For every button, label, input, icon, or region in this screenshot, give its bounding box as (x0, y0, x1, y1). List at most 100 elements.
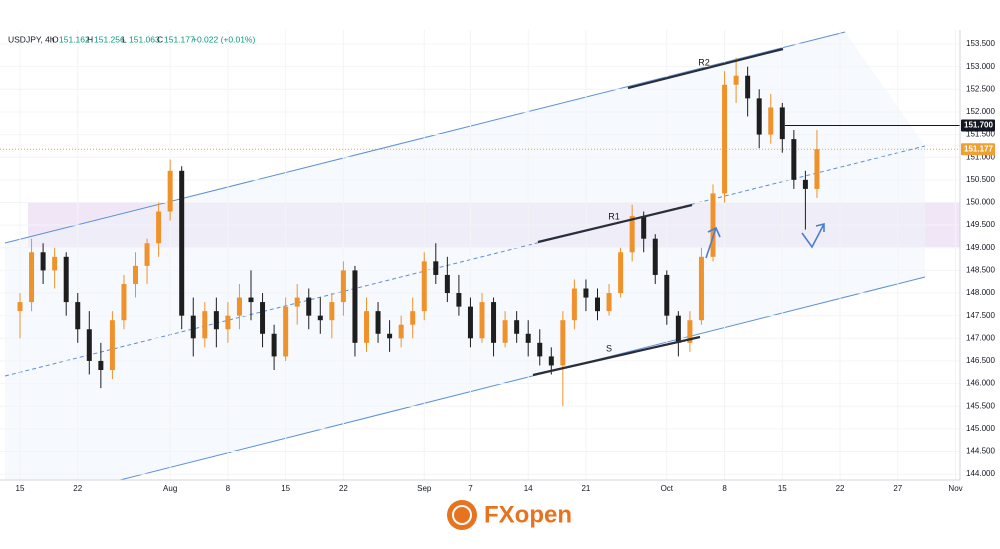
x-tick-label: Oct (661, 484, 674, 493)
y-tick-label: 148.000 (966, 288, 995, 297)
candle-body (444, 274, 450, 294)
y-tick-label: 145.000 (966, 424, 995, 433)
candle-body (75, 302, 81, 330)
candle-body (260, 302, 266, 334)
candle-body (710, 193, 716, 257)
candle-body (40, 252, 46, 271)
candle-body (514, 320, 520, 334)
candle-body (768, 107, 774, 135)
y-tick-label: 151.500 (966, 130, 995, 139)
channel-fill (5, 32, 925, 480)
ohlc-value: 151.256 (94, 34, 125, 44)
candle-body (352, 270, 358, 343)
candle-body (698, 256, 704, 321)
candle-body (98, 360, 104, 370)
change: +0.022 (+0.01%) (192, 34, 255, 44)
candle-body (479, 302, 485, 339)
x-tick-label: 15 (16, 484, 25, 493)
candle-body (491, 302, 497, 343)
x-tick-label: Sep (417, 484, 432, 493)
y-tick-label: 145.500 (966, 401, 995, 410)
candle-body (733, 75, 739, 85)
candle-body (109, 320, 115, 370)
candle-body (722, 84, 728, 194)
arrow (705, 226, 721, 259)
y-tick-label: 149.000 (966, 243, 995, 252)
candle-body (63, 256, 69, 303)
candle-body (456, 293, 462, 307)
y-tick-label: 151.000 (966, 152, 995, 161)
candle-body (629, 216, 635, 253)
candle-body (144, 243, 150, 266)
candle-body (791, 139, 797, 180)
logo-text: FXopen (484, 501, 572, 528)
candle-body (156, 211, 162, 244)
candle-body (618, 252, 624, 294)
candle-body (814, 149, 820, 189)
ohlc-key: L (122, 34, 127, 44)
support-line (532, 335, 701, 377)
y-tick-label: 153.000 (966, 62, 995, 71)
candle-body (202, 311, 208, 339)
candle-body (306, 297, 312, 316)
y-tick-label: 147.500 (966, 311, 995, 320)
x-tick-label: 15 (778, 484, 787, 493)
candle-body (675, 315, 681, 343)
candle-body (745, 75, 751, 99)
x-tick-label: 21 (581, 484, 590, 493)
candle-body (236, 297, 242, 316)
x-tick-label: 7 (468, 484, 473, 493)
candle-body (560, 320, 566, 366)
grid (0, 30, 960, 480)
price-tag (961, 119, 995, 132)
y-tick-label: 148.500 (966, 266, 995, 275)
x-tick-label: 8 (722, 484, 727, 493)
candle-body (595, 297, 600, 312)
y-tick-label: 144.000 (966, 469, 995, 478)
candle-body (364, 311, 369, 343)
logo-icon-ring (452, 505, 472, 525)
candle-body (317, 315, 323, 321)
candle-body (525, 333, 531, 343)
y-tick-label: 152.000 (966, 107, 995, 116)
candle-body (502, 320, 508, 343)
candle-body (271, 333, 277, 357)
candle-body (17, 302, 23, 312)
y-tick-label: 150.500 (966, 175, 995, 184)
arrow (801, 222, 825, 249)
candle-body (29, 252, 35, 303)
candle-body (779, 107, 785, 140)
candle-body (294, 297, 300, 307)
x-tick-label: Nov (948, 484, 962, 493)
price-tag-label: 151.700 (964, 121, 993, 130)
candle-body (329, 302, 335, 321)
x-tick-label: 22 (836, 484, 845, 493)
x-tick-label: 8 (226, 484, 231, 493)
candle-body (652, 238, 658, 275)
resistance-line (537, 203, 693, 244)
candle-body (225, 315, 231, 330)
symbol: USDJPY, 4h (8, 34, 55, 44)
candle-body (179, 170, 185, 316)
channel-lower (119, 276, 926, 481)
candle-body (571, 288, 577, 321)
price-tag (961, 143, 995, 156)
candle-body (802, 179, 808, 189)
candle-body (548, 356, 554, 366)
y-tick-label: 149.500 (966, 220, 995, 229)
candle-body (687, 320, 693, 343)
y-tick-label: 152.500 (966, 84, 995, 93)
candle-body (86, 329, 92, 361)
x-tick-label: 14 (524, 484, 533, 493)
candle-body (375, 311, 381, 334)
annotation: R1 (608, 211, 620, 221)
candle-body (213, 311, 219, 330)
candle-body (52, 256, 58, 271)
x-tick-label: 15 (281, 484, 290, 493)
candle-body (664, 274, 670, 316)
candle-body (641, 216, 647, 239)
y-tick-label: 147.000 (966, 333, 995, 342)
candle-body (606, 293, 612, 312)
